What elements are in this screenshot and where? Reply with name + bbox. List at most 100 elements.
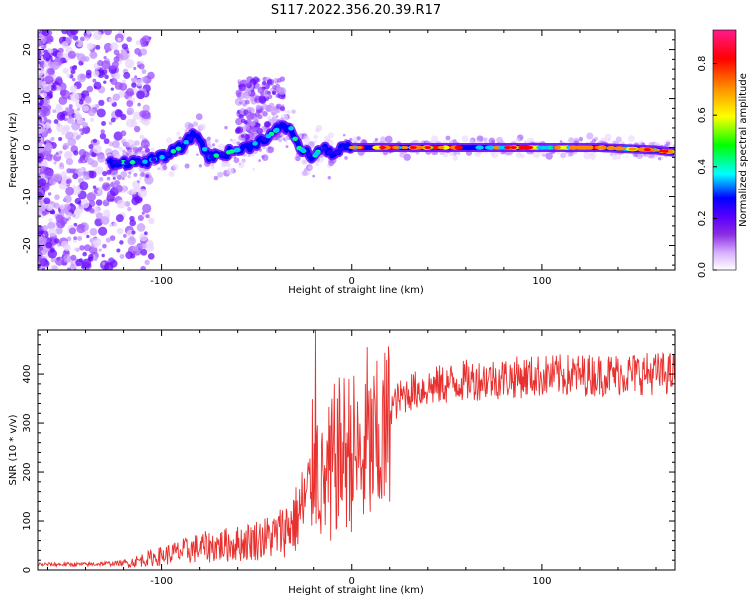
spectrogram-noise-blob — [38, 66, 45, 76]
spectrogram-noise-blob — [131, 230, 136, 235]
spectrogram-noise-blob — [97, 189, 101, 194]
spectrogram-noise-blob — [98, 176, 104, 182]
spectrogram-noise-blob — [55, 214, 64, 223]
spectrogram-scatter-blob — [301, 170, 308, 177]
spectrogram-ridge-core — [613, 146, 626, 151]
spectrogram-y-tick-label: 0 — [22, 144, 33, 150]
spectrogram-scatter-blob — [312, 174, 316, 178]
spectrogram-noise-blob — [113, 72, 121, 80]
spectrogram-ridge-core — [201, 146, 208, 152]
spectrogram-plume-blob — [276, 105, 280, 110]
colorbar-tick-label: 0.2 — [697, 210, 708, 226]
spectrogram-noise-blob — [140, 265, 146, 270]
spectrogram-noise-blob — [82, 251, 87, 257]
spectrogram-noise-blob — [116, 199, 126, 209]
spectrogram-noise-blob — [54, 194, 60, 200]
spectrogram-noise-blob — [92, 144, 102, 154]
spectrogram-noise-blob — [126, 190, 130, 194]
snr-x-label: Height of straight line (km) — [288, 585, 424, 596]
spectrogram-plume-blob — [275, 85, 281, 91]
spectrogram-noise-blob — [49, 210, 54, 215]
spectrogram-noise-blob — [55, 152, 59, 156]
colorbar-label: Normalized spectral amplitude — [738, 73, 749, 227]
spectrogram-scatter-blob — [483, 137, 488, 142]
spectrogram-scatter-blob — [627, 135, 635, 142]
spectrogram-noise-blob — [131, 82, 137, 88]
spectrogram-scatter-blob — [442, 152, 449, 158]
spectrogram-noise-blob — [48, 218, 53, 223]
spectrogram-noise-blob — [68, 104, 73, 109]
spectrogram-noise-blob — [142, 104, 150, 112]
spectrogram-noise-blob — [59, 162, 64, 167]
spectrogram-noise-blob — [71, 77, 76, 82]
spectrogram-scatter-blob — [192, 121, 199, 127]
snr-y-tick-label: 300 — [22, 414, 33, 433]
spectrogram-noise-blob — [89, 208, 95, 214]
spectrogram-noise-blob — [64, 107, 70, 112]
spectrogram-scatter-blob — [108, 141, 114, 147]
spectrogram-ridge-core — [186, 136, 193, 141]
spectrogram-noise-blob — [76, 223, 86, 234]
spectrogram-noise-blob — [45, 241, 53, 249]
spectrogram-noise-blob — [85, 72, 92, 79]
spectrogram-scatter-blob — [612, 155, 618, 161]
spectrogram-scatter-blob — [519, 153, 525, 159]
spectrogram-noise-blob — [110, 117, 116, 123]
spectrogram-noise-blob — [92, 237, 102, 247]
spectrogram-noise-blob — [82, 160, 86, 164]
spectrogram-scatter-blob — [286, 110, 291, 114]
spectrogram-noise-blob — [89, 228, 98, 236]
spectrogram-noise-blob — [137, 102, 141, 107]
spectrogram-scatter-blob — [217, 143, 225, 151]
spectrogram-scatter-blob — [121, 177, 125, 181]
spectrogram-noise-blob — [139, 197, 143, 201]
spectrogram-ridge-core — [219, 151, 226, 157]
spectrogram-noise-blob — [47, 249, 58, 259]
spectrogram-noise-blob — [56, 111, 66, 121]
spectrogram-noise-blob — [53, 202, 60, 209]
snr-series-line — [38, 330, 675, 568]
spectrogram-noise-blob — [119, 253, 125, 259]
spectrogram-scatter-blob — [578, 136, 584, 142]
spectrogram-noise-blob — [101, 262, 106, 266]
spectrogram-scatter-blob — [210, 165, 215, 170]
spectrogram-plume-blob — [251, 126, 257, 132]
spectrogram-scatter-blob — [284, 135, 290, 141]
spectrogram-scatter-blob — [342, 133, 346, 137]
spectrogram-noise-blob — [148, 217, 155, 225]
spectrogram-noise-blob — [81, 128, 86, 133]
spectrogram-scatter-blob — [468, 139, 475, 145]
spectrogram-noise-blob — [41, 80, 47, 86]
spectrogram-scatter-blob — [356, 136, 361, 141]
spectrogram-noise-blob — [115, 214, 124, 223]
spectrogram-scatter-blob — [121, 138, 127, 145]
spectrogram-scatter-blob — [267, 115, 271, 120]
spectrogram-noise-blob — [92, 70, 100, 77]
spectrogram-noise-blob — [93, 81, 102, 90]
spectrogram-noise-blob — [102, 209, 111, 218]
spectrogram-noise-blob — [147, 71, 155, 80]
spectrogram-noise-blob — [112, 222, 118, 227]
spectrogram-noise-blob — [84, 95, 92, 103]
spectrogram-noise-blob — [44, 122, 51, 129]
spectrogram-marks — [38, 30, 675, 270]
spectrogram-noise-blob — [70, 69, 76, 75]
spectrogram-scatter-blob — [178, 136, 182, 140]
snr-panel: -100 0 100 0 100 200 300 400 Height of straight… — [8, 329, 676, 596]
spectrogram-noise-blob — [66, 73, 71, 78]
spectrogram-noise-blob — [41, 30, 50, 37]
spectrogram-noise-blob — [38, 138, 41, 143]
spectrogram-noise-blob — [58, 180, 62, 184]
spectrogram-noise-blob — [38, 99, 41, 103]
spectrogram-noise-blob — [63, 254, 72, 263]
spectrogram-noise-blob — [122, 79, 127, 84]
spectrogram-scatter-blob — [328, 159, 335, 167]
spectrogram-noise-blob — [92, 185, 97, 189]
spectrogram-scatter-blob — [122, 151, 126, 155]
spectrogram-ridge-core — [338, 147, 345, 152]
spectrogram-noise-blob — [66, 236, 72, 242]
spectrogram-y-tick-label: -10 — [22, 188, 33, 204]
spectrogram-noise-blob — [110, 65, 116, 70]
spectrogram-noise-blob — [59, 150, 63, 154]
spectrogram-scatter-blob — [559, 140, 563, 143]
